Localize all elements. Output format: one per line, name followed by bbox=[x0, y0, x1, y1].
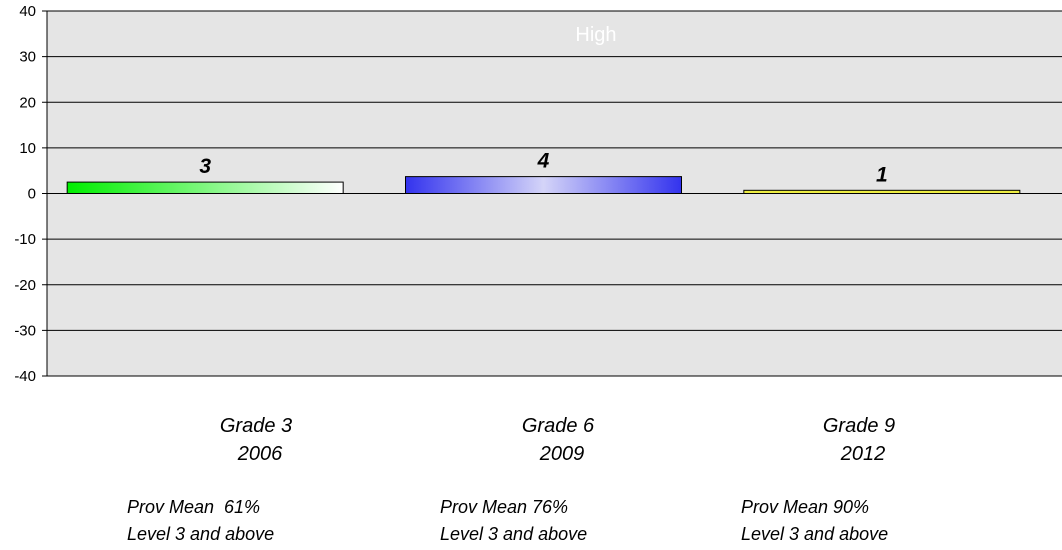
bars bbox=[66, 176, 1021, 194]
y-tick-label: -30 bbox=[14, 322, 36, 339]
prov-mean-note-grade-9: Prov Mean 90% Level 3 and above bbox=[741, 494, 888, 548]
y-tick-label: -20 bbox=[14, 277, 36, 294]
prov-mean-note-grade-3: Prov Mean 61% Level 3 and above bbox=[127, 494, 274, 548]
category-label-grade-6: Grade 6 2009 bbox=[448, 412, 668, 468]
category-year: 2012 bbox=[840, 443, 886, 465]
chart-title-line-1: Rowe Junior bbox=[540, 0, 652, 15]
category-grade: Grade 9 bbox=[822, 415, 896, 437]
data-label-1: 3 bbox=[199, 155, 211, 178]
y-tick-label: 0 bbox=[28, 186, 36, 203]
prov-mean-note-grade-6: Prov Mean 76% Level 3 and above bbox=[440, 494, 587, 548]
gridlines bbox=[47, 10, 1062, 377]
y-axis-ticks: 40 30 20 10 0 -10 -20 -30 -40 bbox=[14, 3, 47, 385]
category-grade: Grade 3 bbox=[219, 415, 293, 437]
y-tick-label: 40 bbox=[19, 3, 36, 20]
y-tick-label: 30 bbox=[19, 49, 36, 66]
level-note-text: Level 3 and above bbox=[741, 524, 889, 544]
y-tick-label: -10 bbox=[14, 231, 36, 248]
category-year: 2009 bbox=[539, 443, 585, 465]
bar-1 bbox=[66, 181, 344, 194]
y-tick-label: -40 bbox=[14, 368, 36, 385]
y-tick-label: 20 bbox=[19, 94, 36, 111]
category-year: 2006 bbox=[237, 443, 283, 465]
category-grade: Grade 6 bbox=[521, 415, 595, 437]
prov-mean-text: Prov Mean 90% bbox=[741, 497, 870, 517]
data-label-3: 1 bbox=[876, 163, 888, 186]
prov-mean-text: Prov Mean 76% bbox=[440, 497, 569, 517]
category-label-grade-9: Grade 9 2012 bbox=[749, 412, 969, 468]
category-label-grade-3: Grade 3 2006 bbox=[146, 412, 366, 468]
level-note-text: Level 3 and above bbox=[127, 524, 275, 544]
data-label-2: 4 bbox=[537, 150, 550, 173]
bar-3 bbox=[743, 189, 1021, 194]
y-tick-label: 10 bbox=[19, 140, 36, 157]
data-labels: 3 4 1 bbox=[199, 150, 887, 187]
chart-title-line-2: High bbox=[575, 24, 616, 46]
bar-2 bbox=[405, 176, 682, 194]
prov-mean-text: Prov Mean 61% bbox=[127, 497, 261, 517]
level-note-text: Level 3 and above bbox=[440, 524, 588, 544]
